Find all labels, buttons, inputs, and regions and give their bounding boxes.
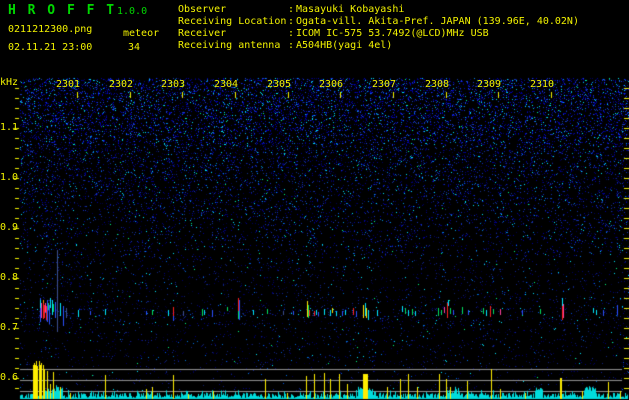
echo-count: 34 — [128, 42, 141, 53]
freq-label-0.6: 0.6 — [0, 372, 19, 383]
time-label-2303: 2303 — [160, 79, 186, 90]
time-label-2306: 2306 — [318, 79, 344, 90]
colon: : — [288, 4, 295, 15]
mode-label: meteor — [123, 28, 160, 39]
session-datetime: 02.11.21 23:00 — [8, 42, 93, 53]
time-label-2302: 2302 — [108, 79, 134, 90]
time-label-2308: 2308 — [424, 79, 450, 90]
freq-label-0.7: 0.7 — [0, 322, 19, 333]
freq-label-1.0: 1.0 — [0, 172, 19, 183]
time-label-2310: 2310 — [529, 79, 555, 90]
station-value: Ogata-vill. Akita-Pref. JAPAN (139.96E, … — [296, 16, 579, 27]
station-value: A504HB(yagi 4el) — [296, 40, 393, 51]
time-label-2307: 2307 — [371, 79, 397, 90]
station-row-location: Receiving Location: Ogata-vill. Akita-Pre… — [178, 16, 579, 28]
station-info: Observer: Masayuki Kobayashi Receiving Lo… — [178, 4, 579, 52]
output-filename: 0211212300.png — [8, 24, 93, 35]
station-value: ICOM IC-575 53.7492(@LCD)MHz USB — [296, 28, 489, 39]
freq-label-0.8: 0.8 — [0, 272, 19, 283]
station-value: Masayuki Kobayashi — [296, 4, 405, 15]
app-title: H R O F F T — [8, 3, 117, 18]
time-label-2304: 2304 — [213, 79, 239, 90]
freq-label-1.1: 1.1 — [0, 122, 19, 133]
station-label: Receiving antenna — [178, 40, 281, 51]
station-row-antenna: Receiving antenna: A504HB(yagi 4el) — [178, 40, 579, 52]
time-label-2305: 2305 — [266, 79, 292, 90]
freq-axis-unit: kHz — [0, 77, 19, 88]
station-label: Observer — [178, 4, 227, 15]
station-row-receiver: Receiver: ICOM IC-575 53.7492(@LCD)MHz US… — [178, 28, 579, 40]
station-label: Receiving Location — [178, 16, 287, 27]
colon: : — [288, 40, 295, 51]
app-version: 1.0.0 — [117, 6, 148, 17]
station-row-observer: Observer: Masayuki Kobayashi — [178, 4, 579, 16]
time-label-2301: 2301 — [55, 79, 81, 90]
time-label-2309: 2309 — [476, 79, 502, 90]
freq-label-0.9: 0.9 — [0, 222, 19, 233]
colon: : — [288, 16, 295, 27]
station-label: Receiver — [178, 28, 227, 39]
colon: : — [288, 28, 295, 39]
